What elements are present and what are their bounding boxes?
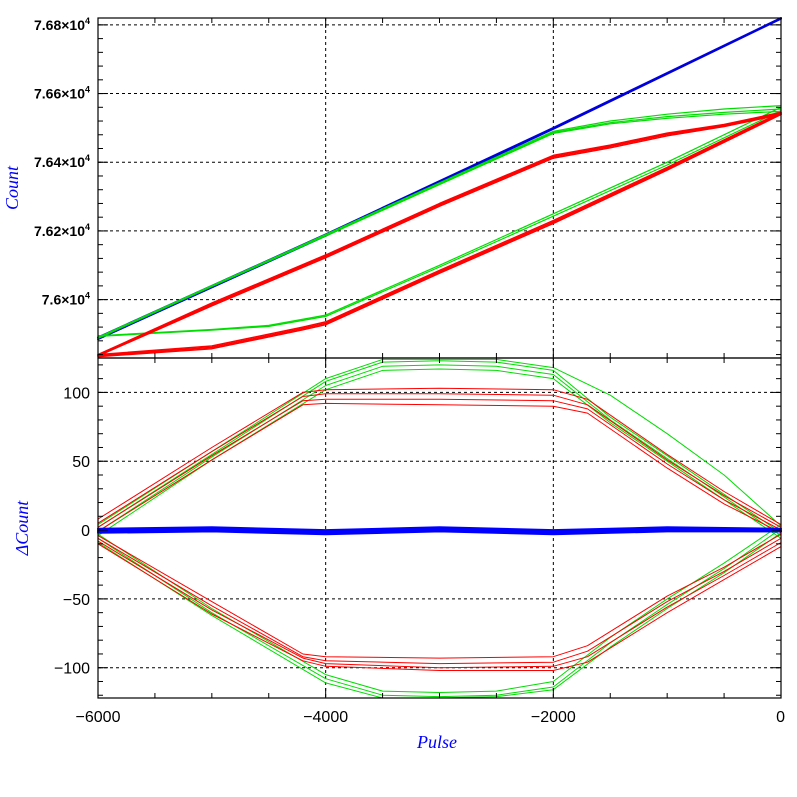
bottom-series-1-curve bbox=[97, 537, 782, 665]
top-series-group bbox=[97, 17, 782, 358]
bottom-series-1-curve bbox=[97, 543, 782, 671]
bottom-ticks: −100 −50 0 50 100 −6000 −4000 −2000 0 bbox=[54, 358, 785, 726]
bottom-series-1-curve bbox=[97, 393, 782, 528]
top-ticks: 7.6×104 7.62×104 7.64×104 7.66×104 7.68×104 bbox=[34, 16, 782, 358]
top-panel: 7.6×1047.62×1047.64×1047.66×1047.68×104 … bbox=[2, 16, 782, 359]
bottom-series-1-curve bbox=[97, 387, 782, 526]
bottom-series-0-curve bbox=[97, 528, 782, 698]
bottom-series-1-curve bbox=[97, 540, 782, 669]
bottom-grid bbox=[98, 358, 781, 698]
top-series-2-curve bbox=[97, 111, 782, 356]
bottom-y-axis-title: ΔCount bbox=[12, 500, 32, 557]
top-y-axis-title: Count bbox=[2, 165, 22, 210]
bottom-y-tick-label: −50 bbox=[63, 592, 90, 609]
top-series-2-curve bbox=[97, 111, 782, 356]
top-series-2-curve bbox=[97, 113, 782, 357]
bottom-series-0-curve bbox=[97, 368, 782, 539]
top-y-tick-label: 7.64×104 bbox=[34, 153, 90, 170]
top-series-0-curve bbox=[97, 17, 782, 339]
top-y-tick-label: 7.66×104 bbox=[34, 85, 90, 102]
top-grid bbox=[98, 18, 781, 358]
top-series-1-curve bbox=[97, 106, 782, 337]
bottom-panel: −100 −50 0 50 100 −6000 −4000 −2000 0 ΔCount Pul… bbox=[12, 357, 785, 752]
x-axis-title: Pulse bbox=[416, 732, 457, 752]
top-series-2-curve bbox=[97, 112, 782, 357]
bottom-x-tick-label: −6000 bbox=[76, 709, 121, 726]
bottom-series-1-curve bbox=[97, 402, 782, 534]
top-y-tick-label: 7.68×104 bbox=[34, 16, 90, 33]
top-series-2-curve bbox=[97, 113, 782, 358]
bottom-series-1-curve bbox=[97, 533, 782, 659]
bottom-y-tick-label: 50 bbox=[72, 454, 90, 471]
bottom-series-2-curve bbox=[97, 526, 782, 532]
top-series-2-curve bbox=[97, 112, 782, 357]
top-series-1-curve bbox=[97, 105, 782, 338]
bottom-y-tick-label: −100 bbox=[54, 661, 90, 678]
bottom-series-2-curve bbox=[97, 527, 782, 533]
bottom-y-tick-label: 0 bbox=[81, 523, 90, 540]
bottom-series-0-curve bbox=[97, 364, 782, 537]
bottom-series-group bbox=[97, 358, 782, 699]
top-series-1-curve bbox=[97, 110, 782, 337]
bottom-x-tick-label: −4000 bbox=[303, 709, 348, 726]
bottom-series-2-curve bbox=[97, 529, 782, 534]
top-series-1-curve bbox=[97, 108, 782, 338]
bottom-series-1-curve bbox=[97, 398, 782, 531]
bottom-x-tick-label: −2000 bbox=[531, 709, 576, 726]
top-y-tick-label: 7.62×104 bbox=[34, 222, 90, 239]
top-y-tick-label: 7.6×104 bbox=[42, 291, 90, 308]
bottom-y-tick-label: 100 bbox=[63, 385, 90, 402]
bottom-series-2-curve bbox=[97, 530, 782, 536]
top-series-1-curve bbox=[97, 110, 782, 339]
bottom-series-0-curve bbox=[97, 358, 782, 527]
bottom-series-0-curve bbox=[97, 360, 782, 534]
bottom-series-0-curve bbox=[97, 532, 782, 699]
bottom-x-tick-label: 0 bbox=[776, 709, 785, 726]
